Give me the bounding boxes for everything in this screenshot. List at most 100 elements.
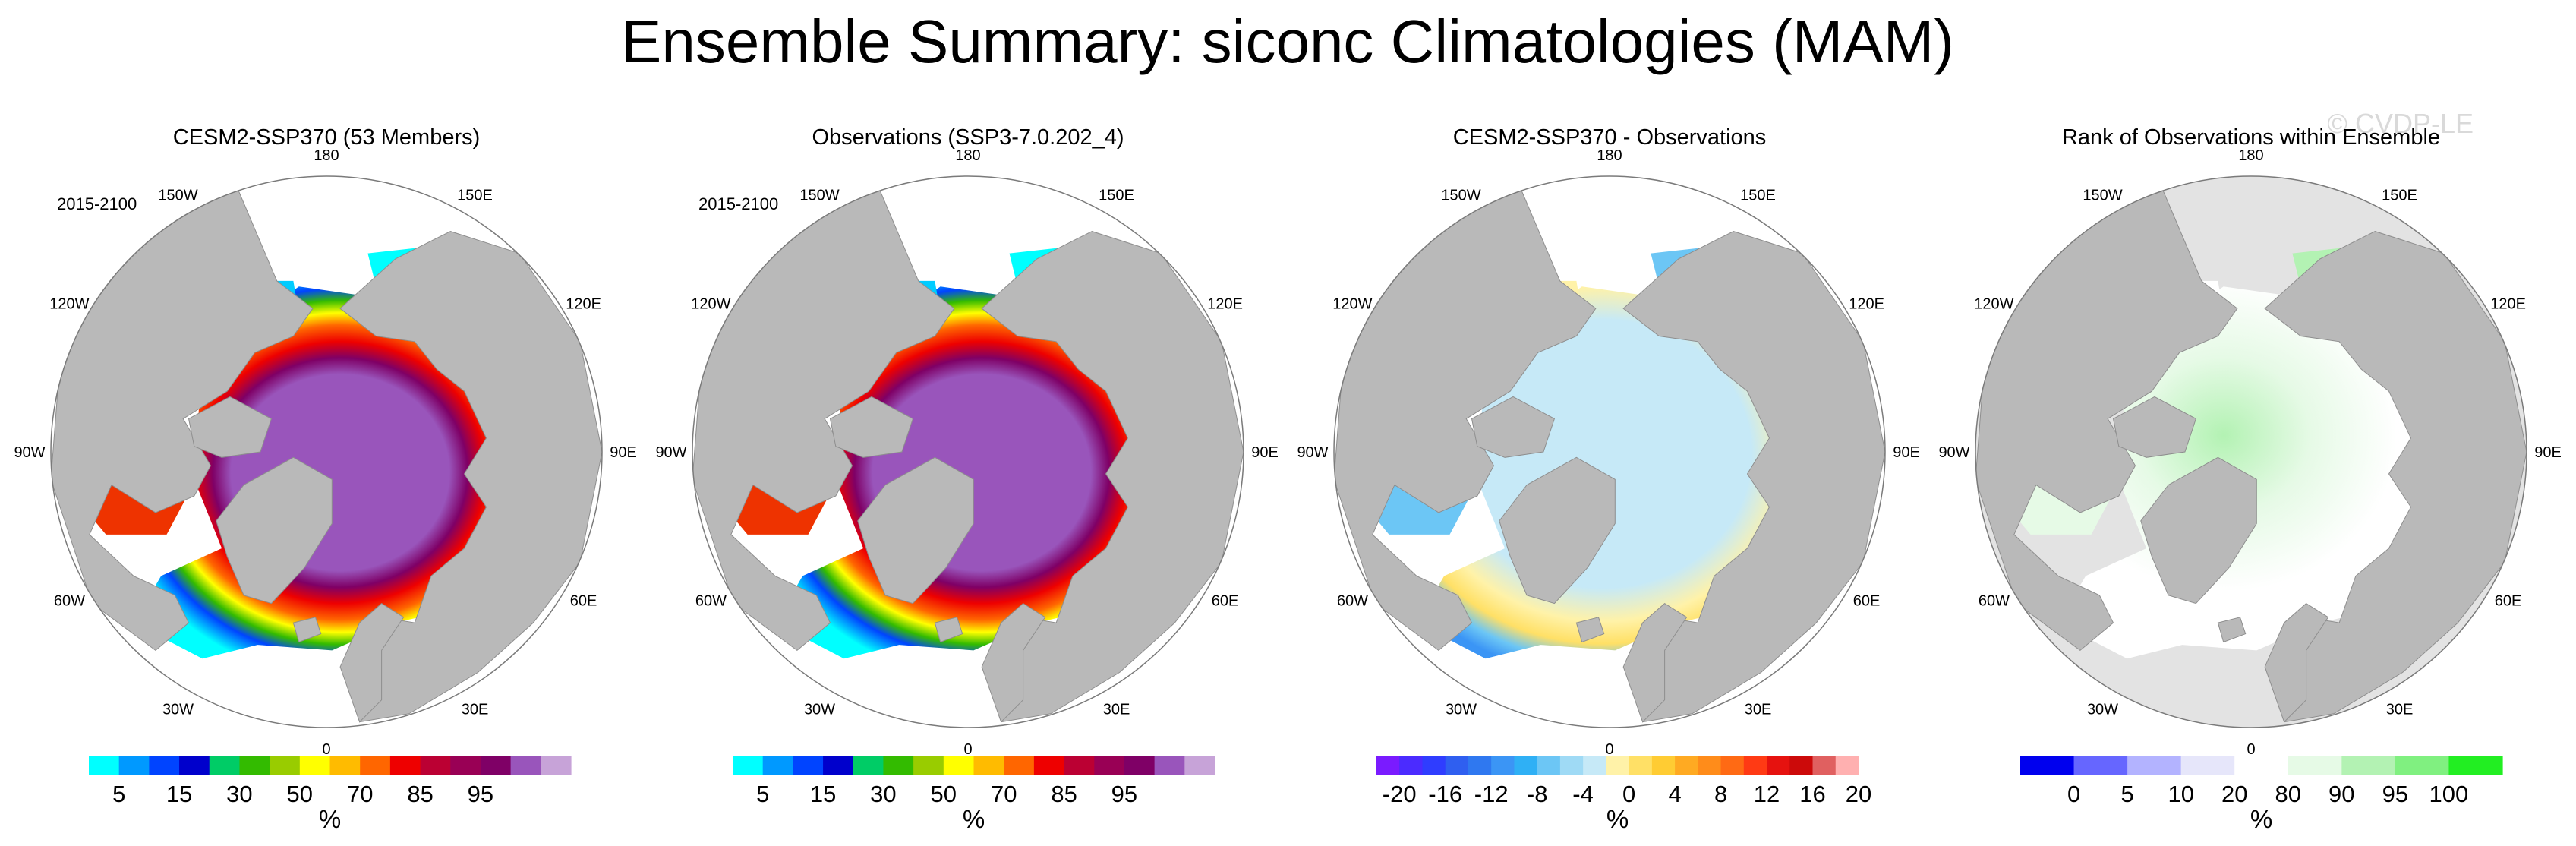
longitude-label: 30E xyxy=(462,702,489,718)
colorbar-units: % xyxy=(963,805,985,833)
longitude-label: 150W xyxy=(799,187,839,204)
period-label: 2015-2100 xyxy=(698,194,778,213)
colorbar-swatch xyxy=(1033,756,1065,775)
colorbar-swatch xyxy=(1514,756,1538,775)
land-northAmerica xyxy=(1975,189,2238,652)
colorbar-tick-label: 30 xyxy=(870,781,896,807)
colorbar-swatch xyxy=(1064,756,1095,775)
colorbar-tick-label: 8 xyxy=(1714,781,1727,807)
map-content xyxy=(692,176,1244,728)
longitude-label: 60W xyxy=(1337,593,1368,610)
colorbar-tick-label: 20 xyxy=(2221,781,2247,807)
colorbar-swatch xyxy=(1629,756,1653,775)
colorbar-units: % xyxy=(1606,805,1629,833)
longitude-label: 0 xyxy=(2247,741,2255,758)
colorbar-swatch xyxy=(1789,756,1814,775)
longitude-label: 90W xyxy=(14,444,45,461)
land-scandinavia xyxy=(981,602,1046,723)
longitude-label: 150W xyxy=(2083,187,2122,204)
colorbar-tick-label: 70 xyxy=(991,781,1017,807)
colorbar-swatch xyxy=(1376,756,1400,775)
map-content xyxy=(1334,176,1885,728)
longitude-label: 150E xyxy=(1740,187,1776,204)
colorbar-swatch xyxy=(1491,756,1515,775)
colorbar-swatch xyxy=(853,756,884,775)
longitude-label: 60E xyxy=(1853,593,1881,610)
longitude-label: 180 xyxy=(1597,147,1622,164)
map-boundary xyxy=(1975,175,2527,728)
colorbar-tick-label: 5 xyxy=(756,781,769,807)
longitude-label: 0 xyxy=(322,741,330,758)
colorbar-tick-label: 16 xyxy=(1799,781,1825,807)
colorbar-swatch xyxy=(1154,756,1185,775)
colorbar-tick-label: 15 xyxy=(810,781,836,807)
longitude-label: 120W xyxy=(691,296,730,313)
colorbar-swatch xyxy=(1698,756,1722,775)
colorbar-swatch xyxy=(823,756,854,775)
colorbar-swatch xyxy=(2234,756,2289,775)
colorbar-tick-label: 95 xyxy=(1111,781,1137,807)
colorbar-swatch xyxy=(2020,756,2075,775)
colorbar-swatch xyxy=(1537,756,1561,775)
colorbar-swatch xyxy=(270,756,301,775)
longitude-label: 120E xyxy=(2490,296,2526,313)
colorbar-swatch xyxy=(1651,756,1676,775)
land-greenland xyxy=(2140,456,2257,605)
watermark-text: © CVDP-LE xyxy=(2327,108,2474,139)
colorbar-tick-label: 85 xyxy=(407,781,433,807)
land-greenland xyxy=(216,456,333,605)
longitude-label: 90W xyxy=(655,444,686,461)
panel-title: Rank of Observations within Ensemble xyxy=(2062,125,2440,150)
colorbar-swatch xyxy=(1767,756,1790,775)
longitude-label: 150E xyxy=(1099,187,1134,204)
colorbar-units: % xyxy=(319,805,341,833)
colorbar-swatch xyxy=(450,756,481,775)
land-archipelago xyxy=(1471,396,1556,458)
colorbar-swatch xyxy=(420,756,451,775)
colorbar-swatch xyxy=(209,756,241,775)
colorbar-tick-label: 12 xyxy=(1754,781,1780,807)
colorbar-swatch xyxy=(1743,756,1767,775)
land-northAmerica xyxy=(51,189,314,652)
longitude-label: 150E xyxy=(457,187,493,204)
colorbar-tick-label: 50 xyxy=(931,781,957,807)
colorbar-tick-label: 95 xyxy=(2382,781,2408,807)
colorbar-swatch xyxy=(389,756,421,775)
colorbar-swatch xyxy=(1468,756,1492,775)
land-archipelago xyxy=(2112,396,2197,458)
land-iceland xyxy=(1575,617,1605,643)
colorbar-tick-label: 10 xyxy=(2168,781,2193,807)
longitude-label: 90E xyxy=(2534,444,2562,461)
longitude-label: 60E xyxy=(570,593,597,610)
colorbar-tick-label: 20 xyxy=(1846,781,1871,807)
colorbar-swatch xyxy=(2288,756,2342,775)
panels-group: CESM2-SSP370 (53 Members)2015-2100180150… xyxy=(14,125,2561,833)
map-content xyxy=(1975,176,2527,728)
longitude-label: 90E xyxy=(1251,444,1279,461)
colorbar-tick-label: 0 xyxy=(1622,781,1635,807)
panel-title: CESM2-SSP370 - Observations xyxy=(1453,125,1767,150)
colorbar-tick-label: 4 xyxy=(1668,781,1681,807)
colorbar-swatch xyxy=(883,756,914,775)
longitude-label: 120W xyxy=(49,296,89,313)
colorbar-units: % xyxy=(2250,805,2272,833)
colorbar-swatch xyxy=(793,756,824,775)
longitude-label: 150W xyxy=(1441,187,1480,204)
longitude-label: 90W xyxy=(1297,444,1328,461)
map-boundary xyxy=(692,175,1244,728)
colorbar-swatch xyxy=(1559,756,1584,775)
colorbar-swatch xyxy=(1124,756,1156,775)
colorbar-swatch xyxy=(299,756,331,775)
longitude-label: 60W xyxy=(1979,593,2010,610)
longitude-label: 120W xyxy=(1332,296,1372,313)
longitude-label: 120E xyxy=(1207,296,1243,313)
longitude-label: 60W xyxy=(695,593,727,610)
colorbar-tick-label: -8 xyxy=(1527,781,1548,807)
colorbar-swatch xyxy=(2341,756,2396,775)
colorbar-swatch xyxy=(118,756,150,775)
colorbar-swatch xyxy=(541,756,572,775)
colorbar-swatch xyxy=(1720,756,1745,775)
longitude-label: 180 xyxy=(314,147,339,164)
